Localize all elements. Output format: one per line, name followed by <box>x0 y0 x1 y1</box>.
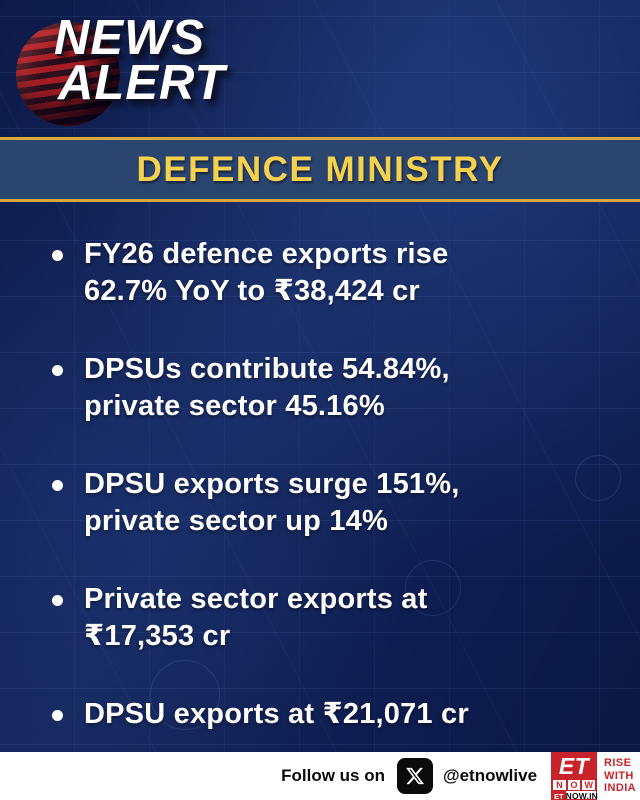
site-prefix: ET <box>552 791 566 800</box>
bullet-item: FY26 defence exports rise 62.7% YoY to ₹… <box>52 236 612 310</box>
news-alert-logo: NEWS ALERT <box>12 14 252 136</box>
tagline-line: RISE <box>604 757 632 770</box>
site-suffix: NOW.IN <box>565 791 599 800</box>
bullet-item: DPSU exports at ₹21,071 cr <box>52 696 612 733</box>
follow-us-label: Follow us on <box>281 766 385 785</box>
now-letter: O <box>566 780 582 791</box>
bullet-text: DPSUs contribute 54.84%, private sector … <box>84 353 450 422</box>
bullet-text: Private sector exports at ₹17,353 cr <box>84 583 428 652</box>
globe-icon <box>16 22 120 126</box>
x-twitter-icon <box>397 758 433 794</box>
etnow-logo-box: ET N O W ET NOW.IN <box>551 752 599 800</box>
topic-banner: DEFENCE MINISTRY <box>0 137 640 202</box>
bullet-item: DPSUs contribute 54.84%, private sector … <box>52 351 612 425</box>
now-letter-row: N O W <box>552 780 597 791</box>
etnow-site-label: ET NOW.IN <box>552 791 599 800</box>
topic-title: DEFENCE MINISTRY <box>136 149 504 189</box>
bullet-dot-icon <box>52 250 63 261</box>
et-monogram: ET <box>552 753 597 780</box>
logo-line-news: NEWS <box>54 11 205 65</box>
footer-bar: Follow us on @etnowlive ET N O W ET NOW.… <box>0 752 640 800</box>
now-letter: W <box>581 780 597 791</box>
tagline-line: WITH <box>604 769 634 782</box>
bullet-dot-icon <box>52 595 63 606</box>
logo-line-alert: ALERT <box>58 56 226 110</box>
social-handle: @etnowlive <box>443 766 538 785</box>
bullet-dot-icon <box>52 365 63 376</box>
bullet-dot-icon <box>52 710 63 721</box>
bullet-item: DPSU exports surge 151%, private sector … <box>52 466 612 540</box>
bullet-text: DPSU exports at ₹21,071 cr <box>84 698 469 730</box>
bullet-text: FY26 defence exports rise 62.7% YoY to ₹… <box>84 238 449 307</box>
bullet-dot-icon <box>52 480 63 491</box>
etnow-brand-logo: ET N O W ET NOW.IN RISE WITH INDIA <box>551 752 640 800</box>
bullet-item: Private sector exports at ₹17,353 cr <box>52 581 612 655</box>
news-alert-logo-text: NEWS ALERT <box>54 11 226 110</box>
bullet-text: DPSU exports surge 151%, private sector … <box>84 468 460 537</box>
tagline-line: INDIA <box>604 782 636 795</box>
now-letter: N <box>552 780 567 791</box>
headline-bullet-list: FY26 defence exports rise 62.7% YoY to ₹… <box>52 236 612 774</box>
brand-tagline: RISE WITH INDIA <box>604 752 636 800</box>
